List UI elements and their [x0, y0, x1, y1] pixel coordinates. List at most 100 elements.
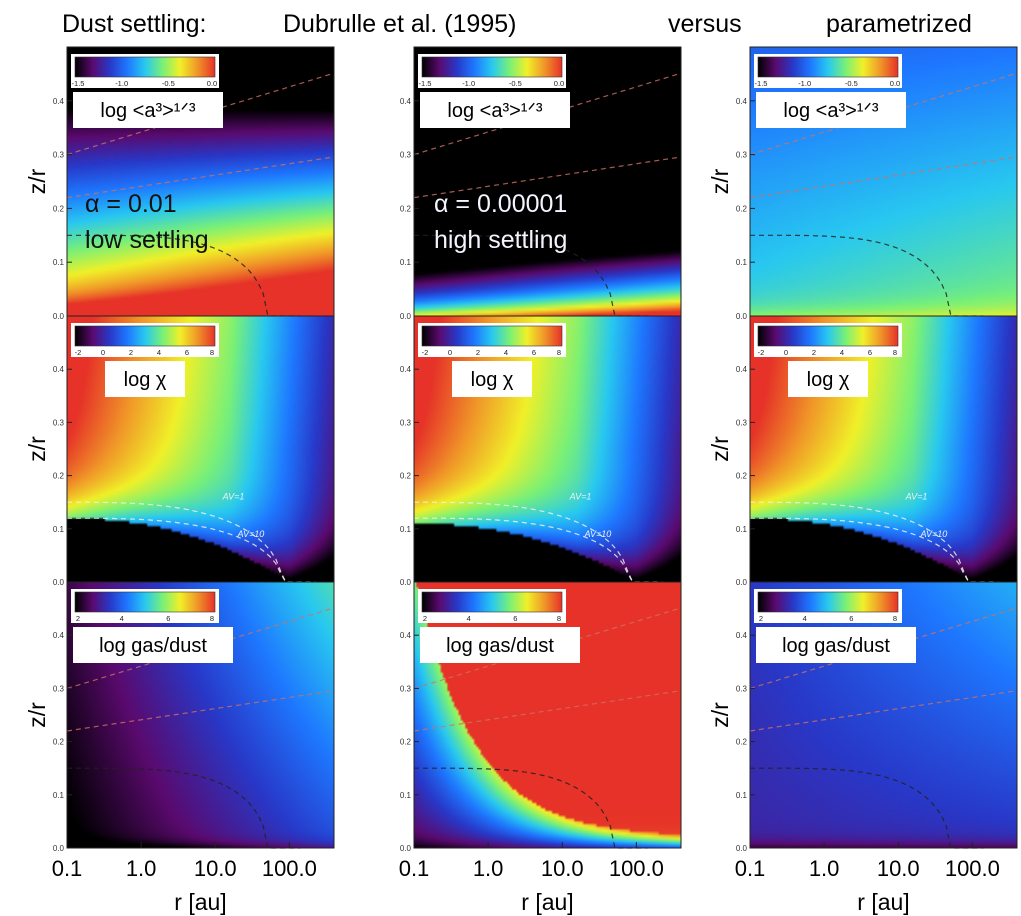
- colorbar: [421, 325, 563, 347]
- heatmap-image: [67, 316, 334, 582]
- panel: 0.0 0.1 0.2 0.3 0.4 0.1 1.0 10.0 100.0 r [au] z/r 2…: [24, 581, 335, 915]
- y-tick-label: 0.2: [53, 738, 65, 747]
- av-contour: [414, 517, 663, 583]
- y-axis-label: z/r: [707, 168, 733, 194]
- quantity-label-box: [756, 92, 906, 128]
- colorbar-tick-label: -0.5: [509, 79, 522, 88]
- y-tick-label: 0.1: [53, 791, 65, 800]
- y-tick-label: 0.0: [400, 844, 412, 853]
- colorbar-tick-label: 6: [868, 348, 872, 357]
- colorbar-tick-label: 2: [423, 614, 427, 623]
- colorbar-tick-label: 0.0: [554, 79, 564, 88]
- panel: AV=1 AV=10 0.0 0.1 0.2 0.3 0.4 z/r -2 0 2 4 6 8 log χ: [707, 315, 1018, 587]
- quantity-label: log χ: [124, 369, 167, 391]
- colorbar: [74, 591, 216, 613]
- reference-curve: [750, 767, 984, 849]
- y-tick-label: 0.4: [53, 97, 65, 106]
- colorbar-tick-label: 4: [840, 348, 844, 357]
- plot-frame: [749, 581, 1018, 849]
- colorbar-tick-label: 2: [812, 348, 816, 357]
- colorbar-tick-label: 4: [504, 348, 508, 357]
- panel: 0.0 0.1 0.2 0.3 0.4 0.1 1.0 10.0 100.0 r [au] z/r 2…: [707, 581, 1018, 915]
- quantity-label-box: [73, 627, 233, 663]
- heatmap-image: [414, 316, 681, 582]
- panel-grid: 0.0 0.1 0.2 0.3 0.4 z/r -1.5 -1.0 -0.5 0.0 log <a³…: [24, 46, 1018, 915]
- y-axis-label: z/r: [24, 436, 50, 462]
- panel: 0.0 0.1 0.2 0.3 0.4 z/r -1.5 -1.0 -0.5 0.0 log <a³…: [707, 46, 1018, 321]
- y-tick-label: 0.0: [400, 578, 412, 587]
- colorbar: [421, 56, 563, 78]
- colorbar-tick-label: -1.5: [419, 79, 432, 88]
- x-tick-label: 1.0: [473, 856, 504, 881]
- heatmap-image: [414, 47, 681, 316]
- colorbar-tick-label: 4: [120, 614, 124, 623]
- colorbar-tick-label: 6: [849, 614, 853, 623]
- y-tick-label: 0.2: [400, 204, 412, 213]
- quantity-label-box: [105, 361, 185, 397]
- quantity-label-box: [420, 92, 570, 128]
- quantity-label-box: [756, 627, 916, 663]
- contour-label: AV=1: [569, 492, 592, 502]
- reference-curve: [414, 234, 648, 317]
- colorbar-tick-label: 8: [210, 614, 214, 623]
- colorbar-tick-label: 0: [784, 348, 788, 357]
- x-tick-label: 100.0: [945, 856, 1000, 881]
- reference-curve: [750, 234, 984, 317]
- reference-curve: [749, 690, 1018, 732]
- heatmap-image: [67, 582, 334, 848]
- panel: 0.0 0.1 0.2 0.3 0.4 -1.5 -1.0 -0.5 0.0 log <a³>¹ᐟ…: [400, 46, 682, 321]
- colorbar-tick-label: -2: [758, 348, 765, 357]
- column-title-parametrized: parametrized: [826, 10, 972, 38]
- quantity-label: log χ: [471, 369, 514, 391]
- y-tick-label: 0.4: [53, 631, 65, 640]
- reference-curve: [413, 156, 682, 199]
- y-axis-label: z/r: [24, 702, 50, 728]
- x-axis-label: r [au]: [857, 889, 909, 915]
- y-tick-label: 0.0: [736, 844, 748, 853]
- x-tick-label: 0.1: [52, 856, 83, 881]
- panel-annotation: α = 0.01: [85, 190, 177, 218]
- colorbar-tick-label: -1.5: [72, 79, 85, 88]
- reference-curve: [66, 156, 335, 199]
- heatmap-image: [414, 582, 681, 848]
- heatmap-image: [750, 47, 1017, 316]
- heatmap-image: [750, 582, 1017, 848]
- y-axis-label: z/r: [707, 436, 733, 462]
- colorbar-tick-label: 6: [513, 614, 517, 623]
- colorbar-tick-label: 2: [129, 348, 133, 357]
- colorbar-tick-label: 4: [467, 614, 471, 623]
- colorbar-tick-label: -1.0: [115, 79, 128, 88]
- y-tick-label: 0.0: [53, 578, 65, 587]
- quantity-label-box: [73, 92, 223, 128]
- x-tick-label: 100.0: [262, 856, 317, 881]
- colorbar: [74, 325, 216, 347]
- colorbar-tick-label: 8: [557, 348, 561, 357]
- y-tick-label: 0.4: [736, 97, 748, 106]
- y-tick-label: 0.2: [736, 738, 748, 747]
- y-tick-label: 0.2: [400, 738, 412, 747]
- reference-curve: [67, 767, 301, 849]
- quantity-label: log gas/dust: [446, 635, 554, 657]
- colorbar-tick-label: 0.0: [890, 79, 900, 88]
- y-tick-label: 0.1: [53, 525, 65, 534]
- y-tick-label: 0.2: [736, 204, 748, 213]
- colorbar-tick-label: 2: [759, 614, 763, 623]
- panel-annotation: high settling: [434, 226, 567, 254]
- y-tick-label: 0.3: [736, 418, 748, 427]
- colorbar: [757, 591, 899, 613]
- y-tick-label: 0.1: [400, 791, 412, 800]
- colorbar-tick-label: 6: [185, 348, 189, 357]
- colorbar-tick-label: -0.5: [162, 79, 175, 88]
- y-tick-label: 0.3: [53, 151, 65, 160]
- x-tick-label: 1.0: [809, 856, 840, 881]
- column-title-versus: versus: [668, 10, 742, 38]
- x-tick-label: 1.0: [126, 856, 157, 881]
- colorbar-tick-label: 8: [557, 614, 561, 623]
- colorbar-tick-label: 6: [532, 348, 536, 357]
- colorbar-tick-label: 0: [101, 348, 105, 357]
- colorbar-tick-label: -0.5: [845, 79, 858, 88]
- colorbar: [757, 325, 899, 347]
- y-tick-label: 0.3: [400, 684, 412, 693]
- quantity-label: log <a³>¹ᐟ³: [447, 100, 543, 122]
